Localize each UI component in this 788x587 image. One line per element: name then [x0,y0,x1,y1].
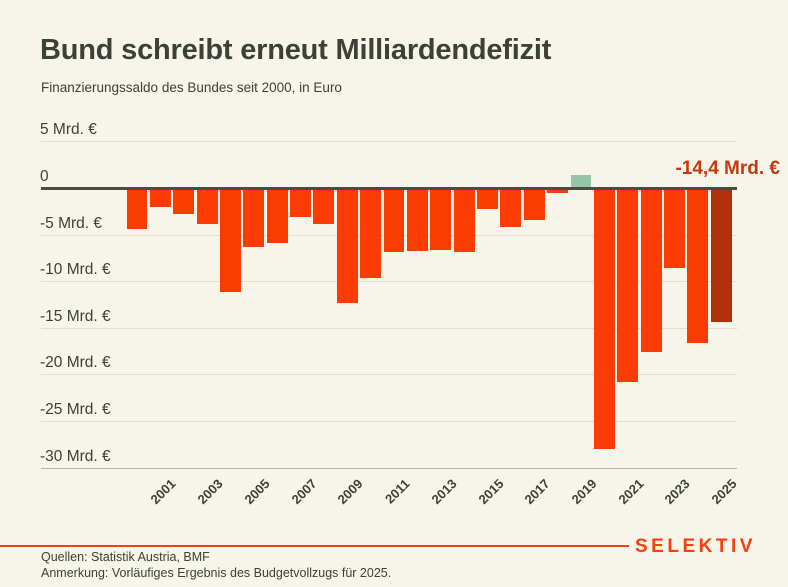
x-tick-label-2013: 2013 [428,476,460,508]
bar-2023 [664,188,685,269]
x-tick-label-2021: 2021 [615,476,647,508]
x-tick-label-2019: 2019 [568,476,600,508]
gridline--20 [41,374,737,376]
bar-2021 [617,188,639,382]
bar-2019 [570,174,592,188]
x-tick-label-2015: 2015 [475,476,507,508]
bar-2017 [523,188,545,220]
chart-subtitle: Finanzierungssaldo des Bundes seit 2000,… [41,80,342,95]
chart-title: Bund schreibt erneut Milliardendefizit [40,34,552,66]
gridline-5 [41,141,737,143]
bar-2003 [196,188,218,225]
bar-2012 [406,188,428,252]
y-tick-label--5: -5 Mrd. € [40,214,103,232]
x-tick-label-2007: 2007 [288,476,320,508]
bar-2005 [243,188,265,247]
methodology-note: Anmerkung: Vorläufiges Ergebnis des Budg… [41,566,392,580]
x-tick-label-2025: 2025 [708,476,740,508]
bar-2025 [710,188,732,323]
x-tick-label-2017: 2017 [521,476,553,508]
bar-2004 [219,188,241,293]
zero-line [41,186,737,190]
x-tick-label-2003: 2003 [194,476,226,508]
bar-2022 [640,188,662,353]
bar-2002 [173,188,195,215]
y-tick-label--20: -20 Mrd. € [40,354,111,372]
y-tick-label--10: -10 Mrd. € [40,261,111,279]
x-tick-label-2001: 2001 [147,476,179,508]
gridline--25 [41,421,737,422]
bar-2006 [266,188,288,243]
y-tick-label--30: -30 Mrd. € [40,447,111,465]
x-tick-label-2011: 2011 [382,476,413,507]
x-tick-label-2009: 2009 [334,476,366,508]
y-tick-label--25: -25 Mrd. € [40,401,111,418]
bar-2018 [547,188,569,193]
bar-2001 [149,188,171,207]
bar-2009 [336,188,358,303]
bar-2007 [290,188,311,217]
sources-note: Quellen: Statistik Austria, BMF [41,550,210,564]
footer-divider [0,545,629,547]
bar-2010 [360,188,382,279]
x-tick-label-2005: 2005 [241,476,273,508]
y-tick-label-5: 5 Mrd. € [40,121,97,139]
gridline--15 [41,327,737,329]
bar-2015 [477,188,498,210]
y-tick-label-0: 0 [40,168,49,185]
annotation-2025-value: -14,4 Mrd. € [675,158,780,179]
bar-2011 [383,188,405,253]
x-tick-label-2023: 2023 [662,476,694,508]
bar-2024 [687,188,709,343]
bar-2008 [313,188,335,225]
bar-2014 [453,188,475,253]
bar-2020 [593,188,615,449]
bar-2016 [500,188,522,228]
bar-2013 [430,188,452,250]
bar-2000 [126,188,148,229]
gridline--10 [41,281,737,283]
brand-logo: SELEKTIV [635,536,756,557]
y-tick-label--15: -15 Mrd. € [40,307,111,325]
gridline--30 [41,467,737,470]
